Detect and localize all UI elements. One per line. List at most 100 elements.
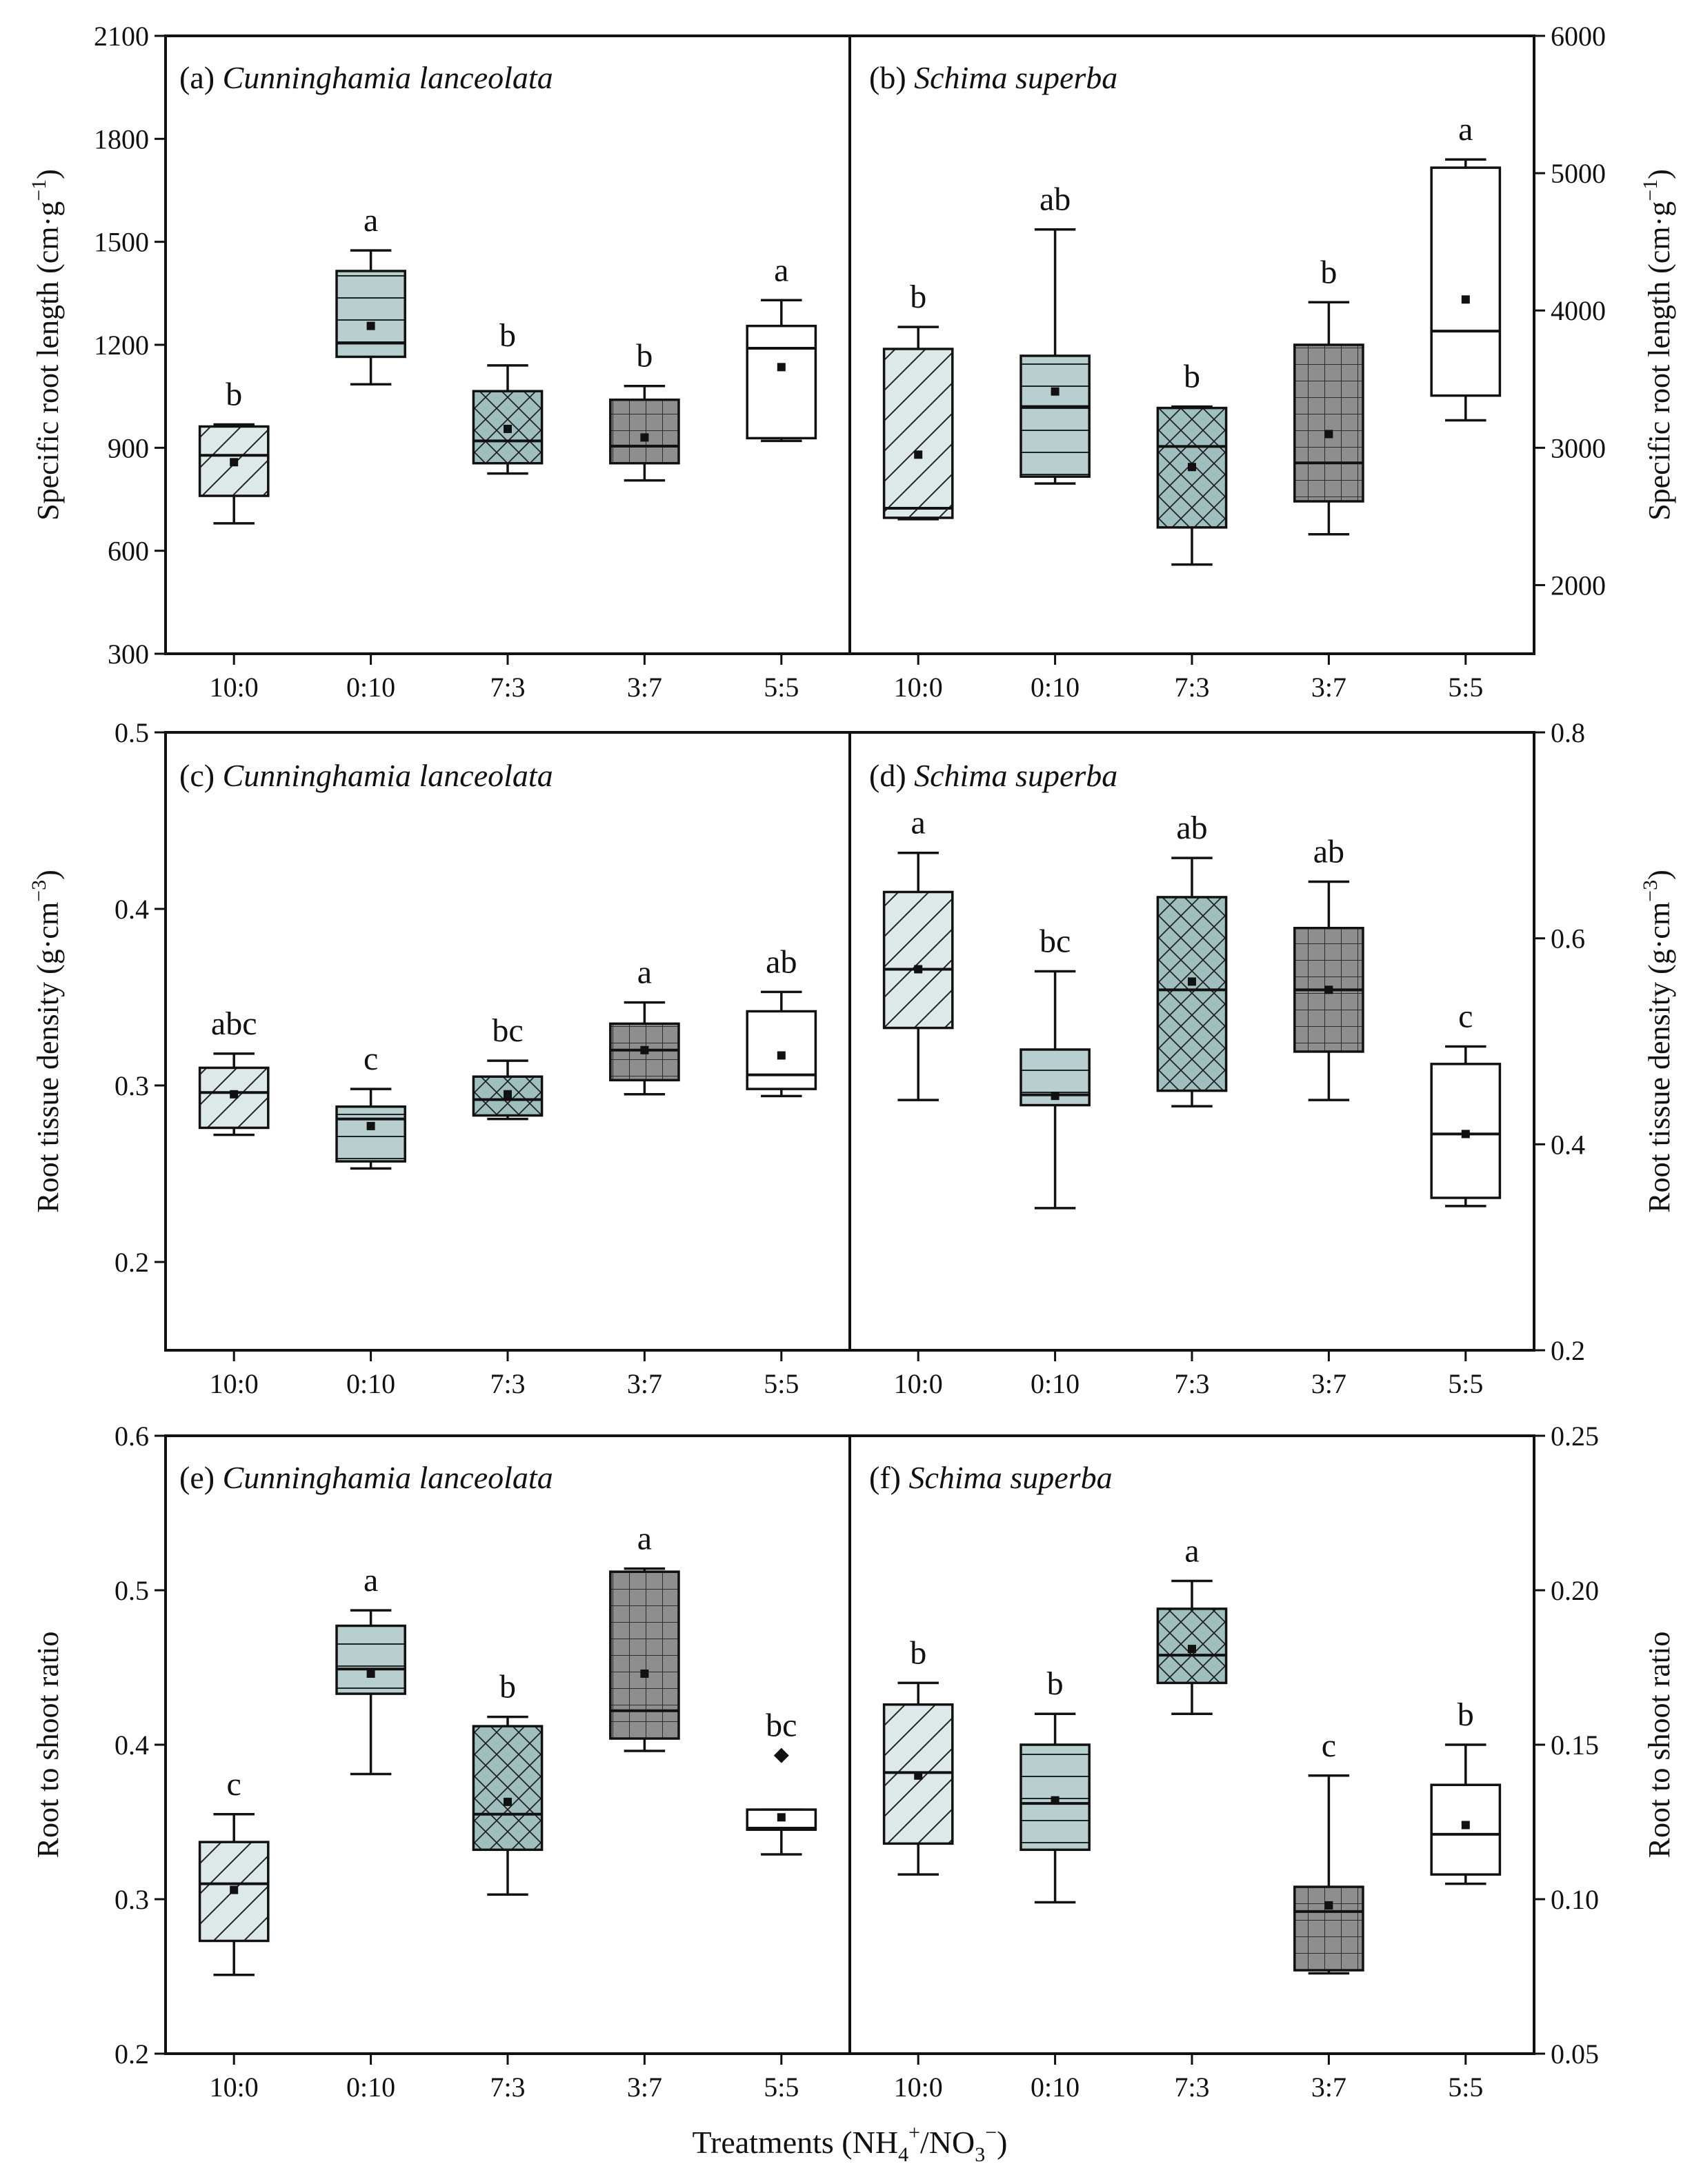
box-hatch	[337, 1625, 406, 1694]
significance-letter: ab	[1040, 181, 1071, 218]
significance-letter: b	[499, 317, 516, 354]
box	[472, 1725, 544, 1852]
y-tick-label: 4000	[1551, 295, 1606, 326]
panel-e-plot: 0.2 0.3 0.4 0.5 0.6 10:0 0:10 7:3 3:7 5:5 c a b a bc	[115, 1421, 817, 2103]
box	[1019, 1048, 1091, 1107]
x-axis-title: Treatments (NH4+/NO3−)	[693, 2121, 1008, 2166]
y-tick-label: 0.4	[115, 1730, 149, 1761]
box	[1293, 343, 1364, 503]
row1-right-ylabel: Specific root length (cm·g−1)	[1639, 169, 1676, 521]
significance-letter: b	[1047, 1665, 1064, 1702]
significance-letter: b	[1184, 359, 1200, 395]
box	[198, 425, 270, 497]
panel-f-plot: 0.05 0.10 0.15 0.20 0.25 10:0 0:10 7:3 3:7 5:5 b b a…	[882, 1421, 1599, 2103]
box	[746, 324, 817, 440]
mean-marker	[504, 1090, 512, 1099]
significance-letter: c	[1322, 1727, 1336, 1764]
significance-letter: a	[364, 202, 378, 239]
significance-letter: b	[499, 1669, 516, 1705]
x-tick-label: 7:3	[1174, 672, 1209, 703]
box	[746, 1808, 817, 1831]
box	[1156, 406, 1228, 529]
x-tick-label: 0:10	[346, 672, 395, 703]
y-tick-label: 0.6	[1551, 923, 1585, 954]
panel-f-title: (f) Schima superba	[869, 1460, 1113, 1495]
significance-letter: c	[1458, 998, 1473, 1034]
x-tick-label: 7:3	[1174, 1368, 1209, 1399]
box	[1430, 166, 1502, 397]
mean-marker	[1461, 1821, 1470, 1830]
significance-letter: ab	[1313, 834, 1344, 870]
x-tick-label: 7:3	[490, 672, 525, 703]
significance-letter: abc	[211, 1005, 257, 1042]
box-fill	[747, 1011, 816, 1090]
y-tick-label: 0.2	[1551, 1335, 1585, 1366]
x-tick-label: 3:7	[1311, 2072, 1346, 2103]
panel-c-plot: 0.2 0.3 0.4 0.5 10:0 0:10 7:3 3:7 5:5 abc c bc a ab	[115, 717, 817, 1399]
row2-left-ylabel: Root tissue density (g·cm−3)	[28, 870, 65, 1213]
x-tick-label: 10:0	[894, 1368, 943, 1399]
x-tick-label: 10:0	[210, 672, 259, 703]
mean-marker	[366, 1669, 375, 1678]
significance-letter: a	[364, 1562, 378, 1599]
significance-letter: a	[774, 252, 788, 288]
box-hatch	[884, 348, 953, 518]
y-tick-label: 1500	[94, 227, 149, 258]
box	[609, 1570, 680, 1740]
x-tick-label: 5:5	[1448, 672, 1483, 703]
significance-letter: bc	[766, 1707, 797, 1744]
box-fill	[1431, 168, 1500, 396]
significance-letter: b	[226, 376, 242, 412]
mean-marker	[230, 458, 239, 467]
significance-letter: a	[911, 805, 926, 841]
mean-marker	[1461, 295, 1470, 304]
mean-marker	[1051, 1796, 1060, 1805]
y-tick-label: 0.5	[115, 1575, 149, 1606]
significance-letter: a	[1458, 111, 1473, 148]
x-tick-label: 7:3	[490, 2072, 525, 2103]
x-tick-label: 0:10	[1031, 2072, 1080, 2103]
mean-marker	[366, 321, 375, 330]
panel-d-title: (d) Schima superba	[869, 758, 1117, 793]
box	[198, 1066, 270, 1130]
y-tick-label: 900	[108, 432, 149, 463]
significance-letter: c	[364, 1041, 378, 1077]
x-tick-label: 5:5	[1448, 1368, 1483, 1399]
y-tick-label: 6000	[1551, 21, 1606, 52]
x-tick-label: 3:7	[627, 2072, 662, 2103]
mean-marker	[777, 1051, 786, 1060]
box	[882, 890, 954, 1030]
y-tick-label: 0.3	[115, 1070, 149, 1101]
box	[1019, 354, 1091, 478]
box-hatch	[1294, 1887, 1363, 1971]
mean-marker	[504, 1797, 512, 1806]
box-hatch	[884, 892, 953, 1028]
significance-letter: bc	[492, 1012, 523, 1049]
mean-marker	[640, 1669, 649, 1678]
box	[1293, 1885, 1364, 1972]
x-tick-label: 5:5	[1448, 2072, 1483, 2103]
significance-letter: b	[1458, 1696, 1474, 1733]
significance-letter: a	[637, 954, 652, 991]
row2-right-ylabel: Root tissue density (g·cm−3)	[1639, 870, 1676, 1213]
mean-marker	[230, 1090, 239, 1099]
mean-marker	[1051, 1092, 1060, 1101]
mean-marker	[504, 424, 512, 433]
significance-letter: ab	[1176, 810, 1207, 846]
y-tick-label: 0.05	[1551, 2038, 1599, 2070]
y-tick-label: 0.3	[115, 1884, 149, 1915]
y-tick-label: 1200	[94, 330, 149, 361]
row3-left-ylabel: Root to shoot ratio	[31, 1632, 65, 1859]
box	[335, 1624, 406, 1695]
box-hatch	[337, 1106, 406, 1162]
box	[1019, 1743, 1091, 1852]
significance-letter: c	[227, 1766, 241, 1803]
x-tick-label: 0:10	[346, 1368, 395, 1399]
mean-marker	[1051, 387, 1060, 396]
mean-marker	[640, 1045, 649, 1054]
box-hatch	[610, 399, 679, 463]
y-tick-label: 0.2	[115, 1247, 149, 1278]
significance-letter: b	[910, 279, 926, 315]
